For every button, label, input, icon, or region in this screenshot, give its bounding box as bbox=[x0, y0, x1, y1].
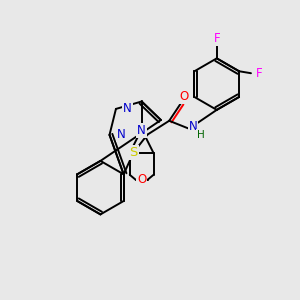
Text: S: S bbox=[129, 146, 138, 159]
Text: N: N bbox=[123, 102, 132, 116]
Text: N: N bbox=[116, 128, 125, 141]
Text: F: F bbox=[256, 67, 262, 80]
Text: N: N bbox=[137, 124, 146, 137]
Text: H: H bbox=[197, 130, 205, 140]
Text: O: O bbox=[179, 91, 189, 103]
Text: F: F bbox=[213, 32, 220, 45]
Text: O: O bbox=[137, 173, 146, 186]
Text: N: N bbox=[189, 120, 197, 133]
